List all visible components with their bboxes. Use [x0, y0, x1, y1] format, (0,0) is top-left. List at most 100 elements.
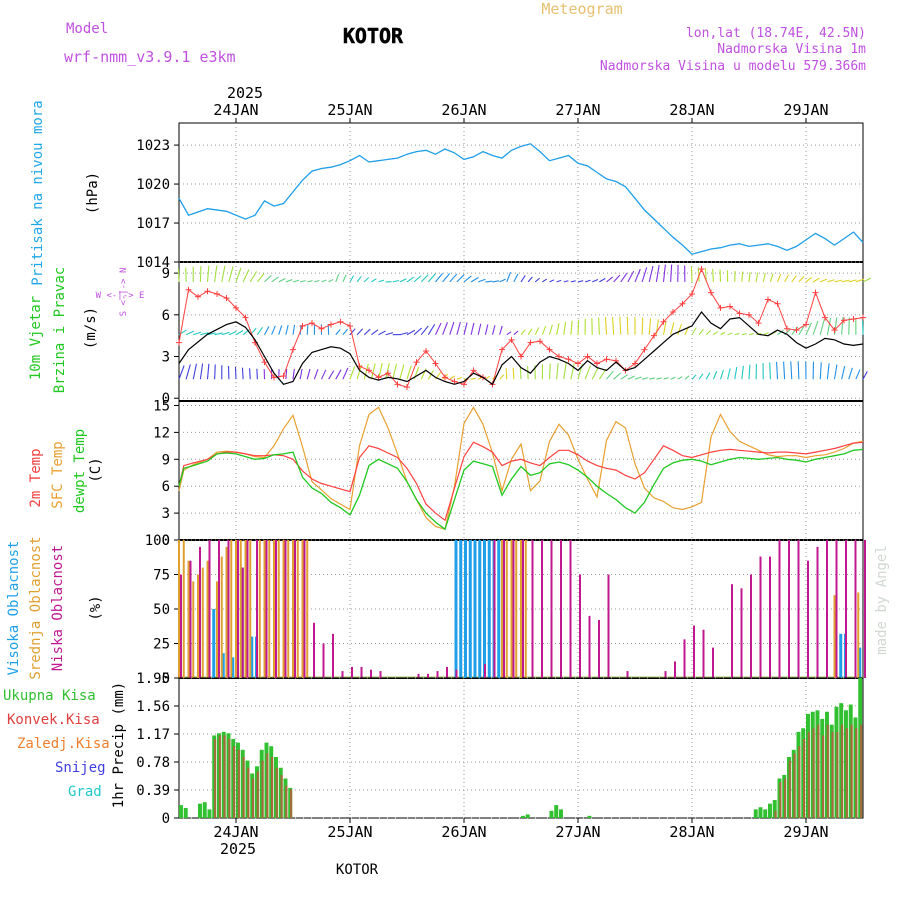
cloud-bar	[524, 540, 527, 678]
cloud-bar	[731, 584, 733, 678]
wind-arrow	[314, 279, 320, 283]
wind-arrow	[349, 328, 356, 336]
wind-arrow	[613, 274, 621, 283]
wind-arrow	[399, 332, 408, 336]
wind-arrow	[228, 266, 234, 283]
wind-arrow	[861, 318, 864, 335]
cloud-bar	[788, 540, 790, 678]
top-day-label: 27JAN	[555, 101, 600, 119]
precip-conv-bar	[228, 739, 231, 818]
wind-arrow	[855, 278, 865, 283]
wind-arrow	[192, 363, 197, 380]
temp-2m-line	[178, 441, 864, 522]
wind-arrow	[477, 323, 482, 335]
wind-arrow	[513, 330, 519, 336]
cloud-bar	[854, 540, 857, 678]
gust-marker	[271, 374, 277, 381]
cloud-bar	[833, 595, 836, 678]
wind-arrow	[512, 367, 515, 380]
wind-arrow	[620, 272, 628, 283]
cloud-bar	[693, 625, 695, 678]
y-tick-label: 3	[162, 506, 170, 522]
wind-arrow	[662, 264, 666, 282]
gust-marker	[413, 359, 420, 366]
gust-marker	[176, 339, 182, 346]
cloud-bar	[244, 540, 247, 678]
temp-label-sfc: SFC Temp	[50, 441, 66, 508]
wind-arrow	[406, 329, 416, 336]
precip-conv-bar	[223, 735, 226, 818]
cloud-bar	[797, 540, 800, 678]
wind-arrow	[548, 363, 551, 380]
temp-label-dewpt: dewpt Temp	[72, 429, 88, 513]
precip-total-bar	[207, 809, 212, 818]
cloud-bar	[277, 540, 280, 678]
wind-arrow	[663, 377, 669, 380]
cloud-bar	[473, 540, 477, 678]
gust-marker	[290, 346, 296, 353]
wind-arrow	[307, 280, 313, 283]
wind-arrow	[656, 377, 662, 380]
wind-arrow	[684, 375, 690, 380]
cloud-bar	[436, 671, 439, 678]
cloud-bar	[313, 622, 315, 678]
gust-marker	[850, 315, 857, 322]
y-tick-label: 25	[153, 637, 170, 653]
wind-arrow	[199, 363, 204, 380]
gust-marker	[841, 317, 847, 324]
wind-arrow	[299, 368, 303, 380]
cloud-bar	[839, 633, 843, 678]
cloud-bar	[864, 540, 866, 678]
bottom-day-label: 27JAN	[555, 823, 600, 841]
wind-arrow	[356, 328, 364, 336]
precip-conv-bar	[822, 735, 825, 818]
wind-arrow	[363, 277, 370, 283]
precip-conv-bar	[290, 789, 293, 818]
wind-arrow	[791, 275, 797, 283]
precip-total-bar	[183, 807, 188, 818]
wind-arrow	[762, 272, 766, 283]
y-tick-label: 0	[162, 671, 170, 687]
wind-arrow	[670, 264, 673, 282]
precip-total-bar	[198, 803, 202, 818]
y-tick-label: 6	[162, 479, 170, 495]
wind-arrow	[619, 316, 622, 335]
wind-arrow	[463, 275, 472, 283]
cloud-bar	[265, 540, 268, 678]
precip-conv-bar	[850, 724, 853, 818]
wind-arrow	[420, 274, 429, 283]
cloud-bar	[199, 546, 201, 678]
gust-marker	[280, 372, 287, 379]
cloud-bar	[306, 540, 309, 678]
cloud-bar	[263, 540, 266, 678]
gust-marker	[309, 320, 315, 327]
cloud-bar	[417, 673, 420, 678]
bottom-day-labels: 24JAN 25JAN 26JAN 27JAN 28JAN 29JAN	[213, 818, 829, 841]
wind-arrow	[776, 273, 782, 283]
wind-arrow	[626, 316, 629, 335]
wind-arrow	[556, 363, 559, 380]
gust-marker	[508, 336, 515, 343]
precip-legend-item: Grad	[68, 784, 102, 800]
y-tick-label: 50	[153, 602, 170, 618]
wind-arrow	[499, 278, 506, 283]
wind-arrow	[584, 279, 591, 283]
y-tick-label: 9	[162, 266, 170, 282]
wind-arrow	[606, 276, 614, 283]
wind-arrow	[649, 377, 656, 380]
wind-arrow	[285, 369, 288, 380]
wind-arrow	[670, 376, 676, 380]
wind-arrow	[697, 267, 700, 282]
precip-total-bar	[753, 809, 758, 818]
top-day-label: 25JAN	[327, 101, 372, 119]
wind-arrow	[235, 267, 242, 283]
precip-label: 1hr Precip (mm)	[111, 682, 127, 808]
precip-conv-bar	[817, 724, 820, 818]
wind-arrow	[427, 370, 434, 380]
precip-total-bar	[772, 800, 777, 818]
wind-arrow	[534, 327, 540, 335]
precip-legend-item: Ukupna Kisa	[3, 688, 96, 704]
wind-arrow	[485, 375, 490, 380]
cloud-bar	[522, 540, 524, 678]
gust-marker	[527, 339, 534, 346]
